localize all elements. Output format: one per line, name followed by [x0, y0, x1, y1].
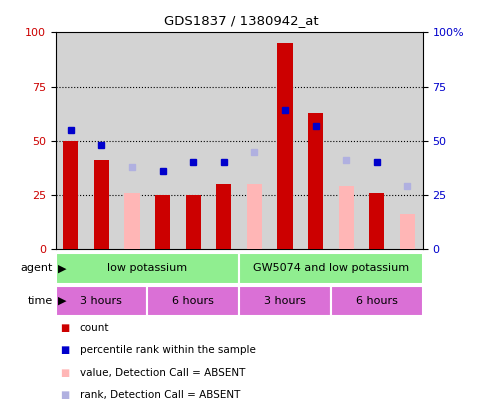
- Bar: [339, 186, 354, 249]
- Bar: [216, 184, 231, 249]
- Bar: [247, 184, 262, 249]
- Text: GDS1837 / 1380942_at: GDS1837 / 1380942_at: [164, 14, 319, 27]
- Bar: [369, 193, 384, 249]
- Bar: [185, 195, 201, 249]
- Text: time: time: [28, 296, 53, 306]
- Bar: [277, 43, 293, 249]
- Bar: [331, 32, 361, 249]
- Text: ■: ■: [60, 390, 70, 400]
- Text: value, Detection Call = ABSENT: value, Detection Call = ABSENT: [80, 368, 245, 377]
- Bar: [239, 286, 331, 316]
- Text: ▶: ▶: [58, 263, 67, 273]
- Bar: [125, 193, 140, 249]
- Text: ■: ■: [60, 345, 70, 355]
- Text: count: count: [80, 323, 109, 333]
- Bar: [239, 32, 270, 249]
- Text: rank, Detection Call = ABSENT: rank, Detection Call = ABSENT: [80, 390, 240, 400]
- Text: ▶: ▶: [58, 296, 67, 306]
- Bar: [270, 32, 300, 249]
- Bar: [155, 195, 170, 249]
- Bar: [361, 32, 392, 249]
- Bar: [117, 32, 147, 249]
- Text: 3 hours: 3 hours: [264, 296, 306, 306]
- Text: 6 hours: 6 hours: [172, 296, 214, 306]
- Bar: [392, 32, 423, 249]
- Text: ■: ■: [60, 323, 70, 333]
- Bar: [239, 253, 423, 284]
- Bar: [308, 113, 323, 249]
- Bar: [86, 32, 117, 249]
- Bar: [147, 286, 239, 316]
- Text: low potassium: low potassium: [107, 263, 187, 273]
- Bar: [209, 32, 239, 249]
- Bar: [56, 32, 86, 249]
- Bar: [56, 253, 239, 284]
- Text: ■: ■: [60, 368, 70, 377]
- Bar: [147, 32, 178, 249]
- Text: 3 hours: 3 hours: [81, 296, 122, 306]
- Text: percentile rank within the sample: percentile rank within the sample: [80, 345, 256, 355]
- Bar: [331, 286, 423, 316]
- Bar: [178, 32, 209, 249]
- Bar: [56, 286, 147, 316]
- Bar: [63, 141, 78, 249]
- Bar: [400, 214, 415, 249]
- Text: GW5074 and low potassium: GW5074 and low potassium: [253, 263, 409, 273]
- Text: agent: agent: [21, 263, 53, 273]
- Text: 6 hours: 6 hours: [356, 296, 398, 306]
- Bar: [94, 160, 109, 249]
- Bar: [300, 32, 331, 249]
